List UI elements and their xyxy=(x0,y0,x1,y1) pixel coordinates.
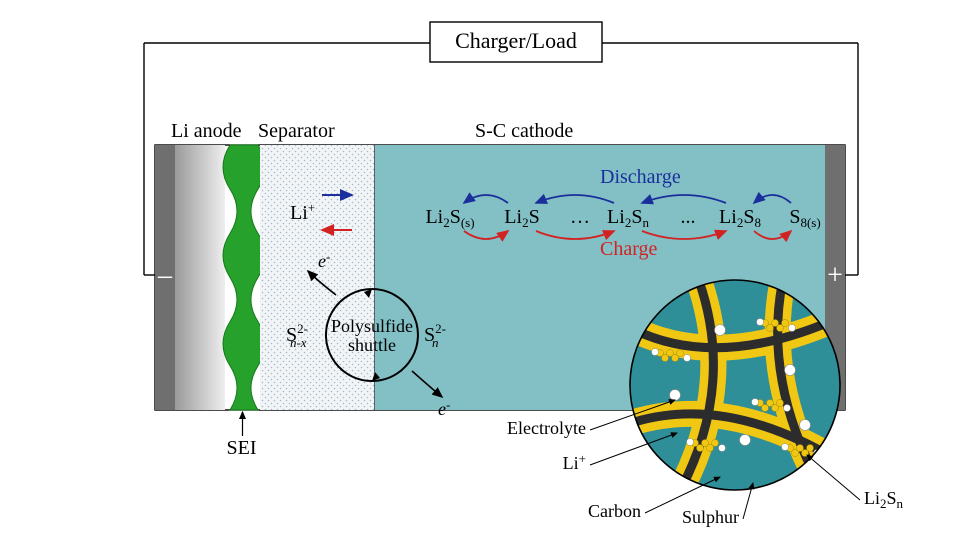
svg-text:Sulphur: Sulphur xyxy=(682,507,739,527)
sei-pointer: SEI xyxy=(227,412,257,459)
svg-text:Li2S: Li2S xyxy=(504,206,539,230)
svg-text:...: ... xyxy=(681,206,696,228)
svg-text:Li+: Li+ xyxy=(563,451,586,473)
minus-terminal: – xyxy=(157,260,173,291)
charge-label: Charge xyxy=(600,238,658,260)
svg-text:e-: e- xyxy=(438,397,450,419)
svg-text:Li2Sn: Li2Sn xyxy=(864,488,904,511)
svg-text:S2-n-x: S2-n-x xyxy=(286,321,308,350)
svg-text:SEI: SEI xyxy=(227,437,257,459)
sc-cathode-label: S-C cathode xyxy=(475,120,573,142)
svg-text:Polysulfide: Polysulfide xyxy=(331,316,413,336)
charger-load-label: Charger/Load xyxy=(455,28,577,53)
charger-load-box: Charger/Load xyxy=(430,22,602,62)
svg-text:Carbon: Carbon xyxy=(588,501,641,521)
svg-text:Electrolyte: Electrolyte xyxy=(507,418,586,438)
svg-text:shuttle: shuttle xyxy=(348,335,396,355)
li-anode-label: Li anode xyxy=(171,120,242,142)
svg-text:…: … xyxy=(570,206,590,228)
discharge-label: Discharge xyxy=(600,166,681,188)
separator-label: Separator xyxy=(258,120,335,142)
plus-terminal: + xyxy=(827,260,843,291)
